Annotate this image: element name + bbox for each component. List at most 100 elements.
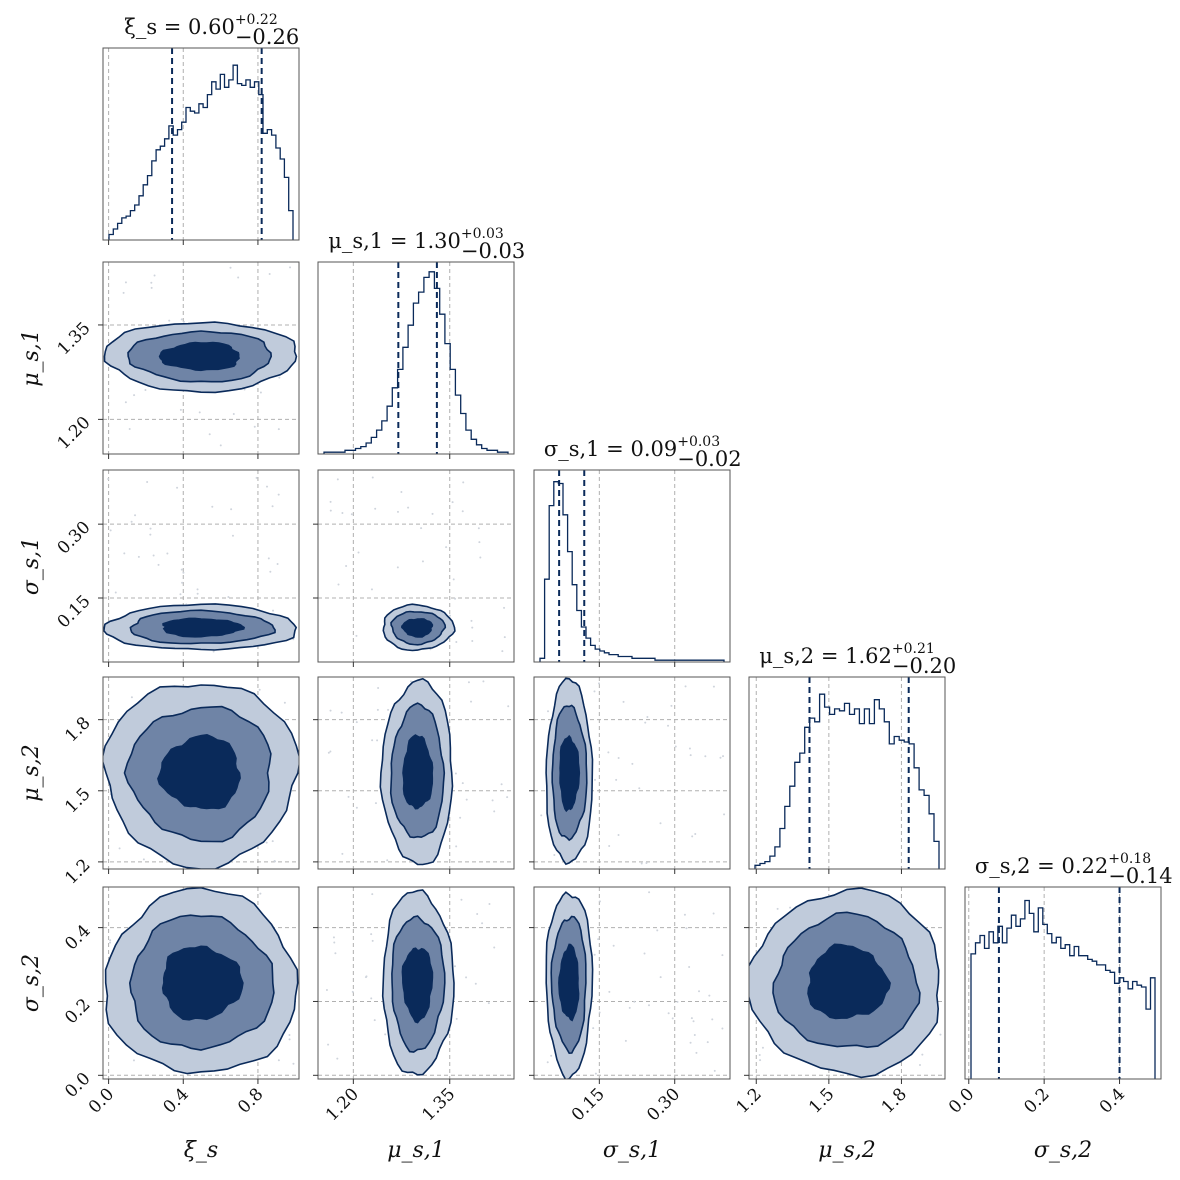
hist-title-3: σ_s,1 = 0.09+0.03	[544, 434, 720, 461]
contours	[325, 889, 496, 1076]
contour-inner	[158, 341, 240, 372]
sample-point	[329, 500, 332, 503]
sample-point	[722, 755, 725, 758]
sample-point	[124, 281, 127, 284]
sample-point	[122, 291, 125, 294]
sample-point	[592, 1027, 595, 1030]
sample-point	[196, 592, 199, 595]
contour-panel-3-1	[98, 469, 300, 667]
sample-point	[181, 581, 184, 584]
panel-frame	[533, 469, 731, 663]
contour-panel-4-2	[313, 676, 515, 874]
sample-point	[689, 1041, 692, 1044]
title-main: ξ_s = 0.60	[124, 15, 235, 39]
title-lower: −0.14	[1108, 864, 1172, 888]
contours	[104, 887, 299, 1075]
sample-point	[421, 560, 424, 563]
sample-point	[370, 588, 373, 591]
sample-point	[454, 772, 457, 775]
histogram-3	[539, 481, 725, 662]
sample-point	[500, 783, 503, 786]
sample-point	[670, 704, 673, 707]
sample-point	[478, 541, 481, 544]
sample-point	[182, 571, 185, 574]
sample-point	[273, 859, 276, 862]
x-tick-label: 0.0	[85, 1084, 118, 1117]
sample-point	[325, 988, 328, 991]
sample-point	[334, 952, 337, 955]
sample-point	[384, 1033, 387, 1036]
sample-point	[648, 891, 651, 894]
sample-point	[336, 478, 339, 481]
sample-point	[501, 650, 504, 653]
sample-point	[462, 481, 465, 484]
title-main: μ_s,2 = 1.62	[759, 644, 892, 668]
sample-point	[277, 428, 280, 431]
panel-frame	[102, 886, 300, 1080]
sample-point	[176, 486, 179, 489]
sample-point	[420, 527, 423, 530]
sample-point	[198, 411, 201, 414]
sample-point	[471, 626, 474, 629]
contour-panel-4-1	[98, 676, 300, 874]
sample-point	[667, 724, 670, 727]
contour-inner	[402, 734, 434, 810]
sample-point	[336, 1057, 339, 1060]
sample-point	[152, 554, 155, 557]
sample-point	[431, 512, 434, 515]
sample-point	[493, 810, 496, 813]
sample-point	[329, 509, 332, 512]
sample-point	[373, 1019, 376, 1022]
sample-point	[503, 636, 506, 639]
sample-point	[227, 596, 230, 599]
sample-point	[455, 1017, 458, 1020]
sample-point	[124, 401, 127, 404]
sample-point	[276, 563, 279, 566]
title-main: σ_s,2 = 0.22	[975, 854, 1108, 878]
sample-point	[455, 640, 458, 643]
sample-point	[128, 428, 131, 431]
sample-point	[452, 578, 455, 581]
sample-point	[671, 1017, 674, 1020]
title-upper: +0.21	[892, 641, 935, 657]
x-axis-label: ξ_s	[184, 1138, 218, 1163]
sample-point	[712, 685, 715, 688]
sample-point	[676, 1000, 679, 1003]
sample-point	[350, 513, 353, 516]
contour-panel-3-2	[313, 469, 515, 667]
title-lower: −0.20	[892, 654, 956, 678]
sample-point	[337, 583, 340, 586]
y-axis-label: μ_s,2	[19, 744, 44, 802]
sample-point	[615, 778, 618, 781]
hist-panel-1: ξ_s = 0.60+0.22−0.26	[102, 12, 300, 245]
sample-point	[355, 806, 358, 809]
sample-point	[231, 534, 234, 537]
contour-inner	[559, 734, 581, 813]
panel-frame	[748, 886, 946, 1080]
sample-point	[540, 814, 543, 817]
sample-point	[182, 320, 185, 323]
contour-inner	[401, 618, 434, 638]
sample-point	[376, 708, 379, 711]
sample-point	[259, 391, 262, 394]
title-upper: +0.03	[461, 226, 504, 242]
sample-point	[467, 681, 470, 684]
title-lower: −0.02	[677, 447, 741, 471]
sample-point	[341, 511, 344, 514]
contours	[103, 266, 298, 447]
sample-point	[237, 276, 240, 279]
title-lower: −0.03	[461, 239, 525, 263]
sample-point	[459, 816, 462, 819]
sample-point	[166, 552, 169, 555]
contour-inner	[807, 943, 891, 1020]
sample-point	[612, 944, 615, 947]
sample-point	[667, 1012, 670, 1015]
x-tick-label: 0.30	[643, 1084, 684, 1125]
sample-point	[598, 1011, 601, 1014]
x-axis-label: μ_s,2	[818, 1138, 876, 1163]
sample-point	[939, 1033, 942, 1036]
sample-point	[694, 832, 697, 835]
sample-point	[109, 941, 112, 944]
contour-panel-2-1	[98, 261, 300, 459]
